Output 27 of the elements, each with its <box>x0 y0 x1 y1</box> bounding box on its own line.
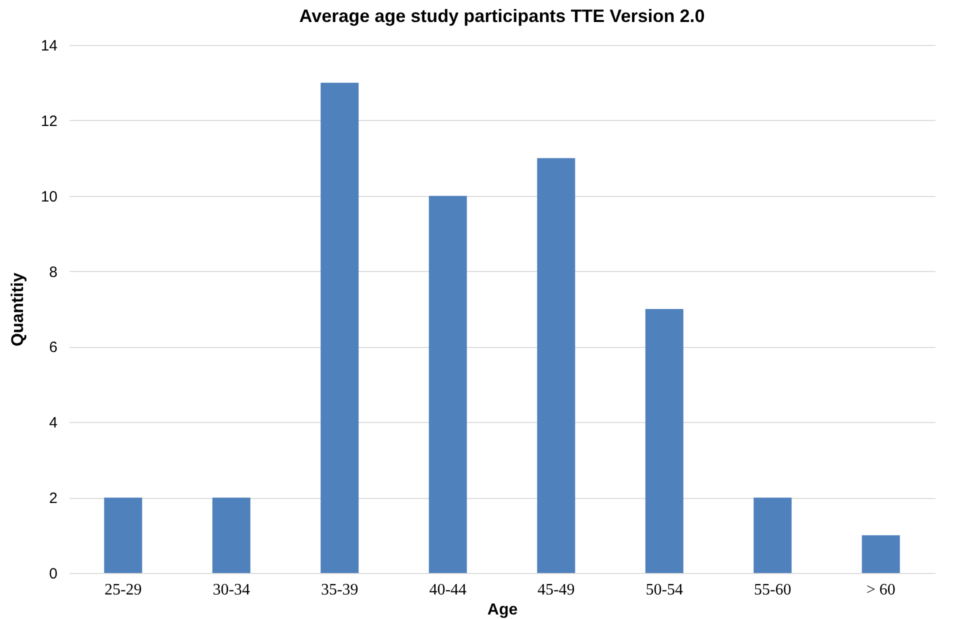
bar <box>754 498 792 573</box>
x-tick-label: 45-49 <box>537 582 575 598</box>
y-tick-label: 8 <box>49 264 58 281</box>
y-tick-label: 6 <box>49 339 58 356</box>
x-tick-label: 40-44 <box>429 582 467 598</box>
y-tick-label: 10 <box>40 188 58 206</box>
y-tick-label: 2 <box>49 490 58 508</box>
y-tick-label: 4 <box>49 414 58 432</box>
x-tick-label: 35-39 <box>320 582 358 598</box>
bar <box>428 196 467 573</box>
y-tick-label: 0 <box>49 566 58 582</box>
x-tick-label: 30-34 <box>212 582 250 598</box>
y-axis-title: Quantitiy <box>8 272 27 346</box>
bar <box>862 535 900 573</box>
x-tick-label: 55-60 <box>754 582 792 598</box>
bar <box>537 158 576 573</box>
bar <box>645 309 684 573</box>
x-tick-label: 50-54 <box>646 582 684 598</box>
x-tick-label: > 60 <box>866 582 896 598</box>
y-tick-label: 14 <box>40 38 58 54</box>
bar <box>212 498 250 573</box>
x-tick-label: 25-29 <box>104 582 142 598</box>
chart-title: Average age study participants TTE Version 2.0 <box>299 6 705 26</box>
bar <box>320 82 359 573</box>
x-axis-title: Age <box>487 602 518 618</box>
y-tick-label: 12 <box>40 112 58 130</box>
bar <box>104 498 142 573</box>
